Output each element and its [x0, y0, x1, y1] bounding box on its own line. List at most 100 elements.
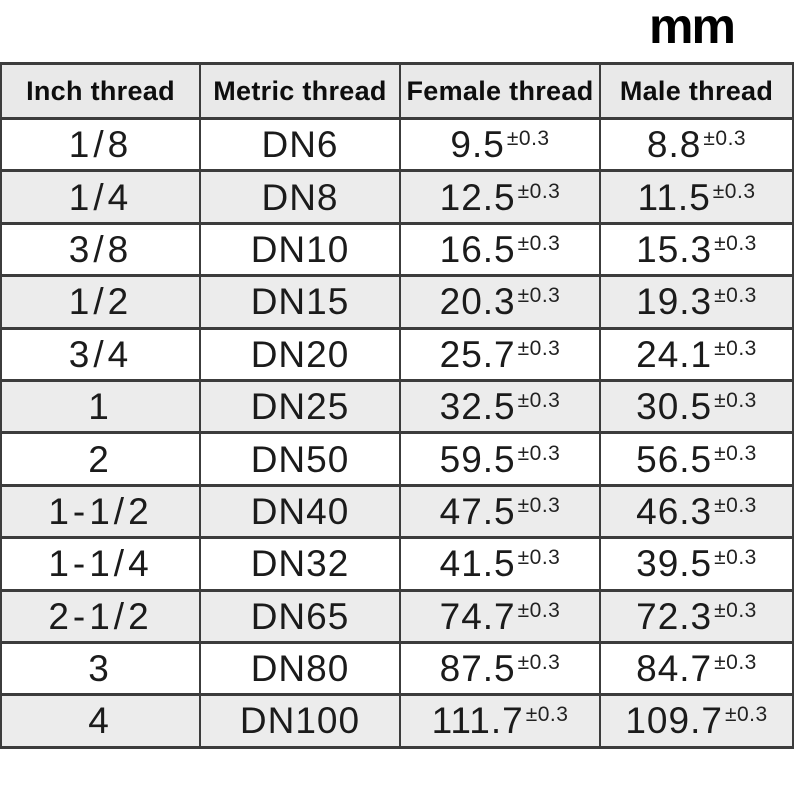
male-value: 46.3 — [636, 490, 713, 532]
female-value: 12.5 — [439, 176, 516, 218]
male-value: 72.3 — [636, 595, 713, 637]
table-body: 1/8 DN6 9.5±0.3 8.8±0.3 1/4 DN8 12.5±0.3 11.5±0… — [0, 116, 794, 749]
male-thread-cell: 39.5±0.3 — [599, 536, 794, 592]
male-tolerance: ±0.3 — [712, 179, 756, 203]
male-thread-cell: 19.3±0.3 — [599, 274, 794, 330]
metric-thread-cell: DN50 — [199, 431, 401, 487]
column-header-female-thread: Female thread — [399, 62, 601, 120]
male-thread-cell: 109.7±0.3 — [599, 693, 794, 749]
female-tolerance: ±0.3 — [517, 598, 561, 622]
male-tolerance: ±0.3 — [714, 493, 757, 517]
metric-thread-cell: DN80 — [199, 640, 401, 697]
male-thread-cell: 84.7±0.3 — [599, 640, 794, 697]
male-tolerance: ±0.3 — [724, 703, 768, 727]
inch-thread-cell: 3 — [0, 640, 201, 697]
unit-label: mm — [649, 0, 736, 54]
female-thread-cell: 12.5±0.3 — [399, 169, 601, 225]
female-tolerance: ±0.3 — [517, 441, 561, 465]
male-thread-cell: 56.5±0.3 — [599, 431, 794, 487]
male-tolerance: ±0.3 — [714, 598, 757, 622]
inch-thread-cell: 1/4 — [0, 169, 201, 225]
female-value: 74.7 — [439, 595, 516, 637]
male-thread-cell: 8.8±0.3 — [599, 116, 794, 173]
table-row: 3 DN80 87.5±0.3 84.7±0.3 — [0, 640, 794, 697]
female-value: 32.5 — [439, 386, 516, 428]
thread-size-table: Inch thread Metric thread Female thread Mal… — [0, 62, 794, 749]
female-thread-cell: 9.5±0.3 — [399, 116, 601, 173]
metric-thread-cell: DN40 — [199, 483, 401, 540]
female-tolerance: ±0.3 — [517, 336, 561, 360]
female-thread-cell: 25.7±0.3 — [399, 326, 601, 382]
male-value: 56.5 — [636, 438, 713, 480]
inch-thread-cell: 1/8 — [0, 116, 201, 173]
table-row: 2 DN50 59.5±0.3 56.5±0.3 — [0, 431, 794, 487]
male-value: 84.7 — [636, 648, 713, 690]
metric-thread-cell: DN65 — [199, 588, 401, 644]
female-value: 47.5 — [439, 490, 516, 532]
female-thread-cell: 87.5±0.3 — [399, 640, 601, 697]
inch-thread-cell: 1-1/4 — [0, 536, 201, 592]
table-row: 1/2 DN15 20.3±0.3 19.3±0.3 — [0, 274, 794, 330]
metric-thread-cell: DN6 — [199, 116, 401, 173]
female-tolerance: ±0.3 — [517, 231, 561, 255]
male-thread-cell: 11.5±0.3 — [599, 169, 794, 225]
female-tolerance: ±0.3 — [517, 179, 561, 203]
female-tolerance: ±0.3 — [517, 493, 561, 517]
female-tolerance: ±0.3 — [517, 389, 561, 413]
female-tolerance: ±0.3 — [517, 284, 561, 308]
male-tolerance: ±0.3 — [714, 284, 757, 308]
inch-thread-cell: 1 — [0, 378, 201, 435]
male-value: 39.5 — [636, 543, 713, 585]
female-tolerance: ±0.3 — [517, 651, 561, 675]
table-row: 1/8 DN6 9.5±0.3 8.8±0.3 — [0, 116, 794, 173]
male-value: 11.5 — [637, 176, 711, 218]
male-value: 15.3 — [636, 228, 713, 270]
metric-thread-cell: DN100 — [199, 693, 401, 749]
female-thread-cell: 47.5±0.3 — [399, 483, 601, 540]
male-tolerance: ±0.3 — [714, 651, 757, 675]
male-tolerance: ±0.3 — [703, 127, 747, 151]
table-row: 3/4 DN20 25.7±0.3 24.1±0.3 — [0, 326, 794, 382]
male-tolerance: ±0.3 — [714, 546, 757, 570]
male-tolerance: ±0.3 — [714, 231, 757, 255]
metric-thread-cell: DN10 — [199, 221, 401, 278]
table-header: Inch thread Metric thread Female thread Mal… — [0, 62, 794, 120]
metric-thread-cell: DN20 — [199, 326, 401, 382]
table-row: 1/4 DN8 12.5±0.3 11.5±0.3 — [0, 169, 794, 225]
female-value: 111.7 — [431, 700, 524, 742]
female-thread-cell: 41.5±0.3 — [399, 536, 601, 592]
column-header-inch-thread: Inch thread — [0, 62, 201, 120]
female-tolerance: ±0.3 — [517, 546, 561, 570]
male-tolerance: ±0.3 — [714, 336, 757, 360]
metric-thread-cell: DN32 — [199, 536, 401, 592]
inch-thread-cell: 3/4 — [0, 326, 201, 382]
female-value: 25.7 — [439, 333, 516, 375]
male-thread-cell: 30.5±0.3 — [599, 378, 794, 435]
male-tolerance: ±0.3 — [714, 389, 757, 413]
table-row: 2-1/2 DN65 74.7±0.3 72.3±0.3 — [0, 588, 794, 644]
metric-thread-cell: DN8 — [199, 169, 401, 225]
female-value: 41.5 — [439, 543, 516, 585]
female-thread-cell: 111.7±0.3 — [399, 693, 601, 749]
metric-thread-cell: DN25 — [199, 378, 401, 435]
female-value: 59.5 — [439, 438, 516, 480]
table-row: 1-1/2 DN40 47.5±0.3 46.3±0.3 — [0, 483, 794, 540]
column-header-male-thread: Male thread — [599, 62, 794, 120]
female-thread-cell: 74.7±0.3 — [399, 588, 601, 644]
female-tolerance: ±0.3 — [525, 703, 569, 727]
male-thread-cell: 72.3±0.3 — [599, 588, 794, 644]
female-thread-cell: 32.5±0.3 — [399, 378, 601, 435]
inch-thread-cell: 1-1/2 — [0, 483, 201, 540]
column-header-metric-thread: Metric thread — [199, 62, 401, 120]
female-tolerance: ±0.3 — [506, 127, 550, 151]
male-value: 24.1 — [636, 333, 713, 375]
male-value: 19.3 — [636, 281, 713, 323]
male-thread-cell: 24.1±0.3 — [599, 326, 794, 382]
female-value: 16.5 — [439, 228, 516, 270]
female-thread-cell: 59.5±0.3 — [399, 431, 601, 487]
table-header-row: Inch thread Metric thread Female thread Mal… — [0, 62, 794, 120]
female-value: 9.5 — [450, 124, 505, 166]
female-value: 20.3 — [439, 281, 516, 323]
male-value: 109.7 — [625, 700, 723, 742]
